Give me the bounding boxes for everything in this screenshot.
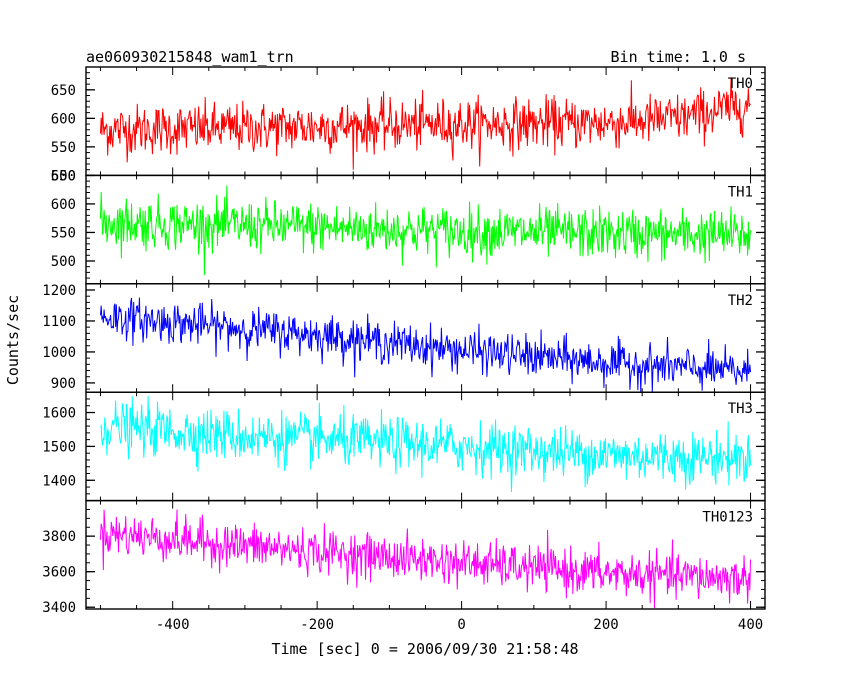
y-tick-label: 550 bbox=[51, 225, 76, 241]
panel-th3: 1400 1500 1600 TH3 bbox=[42, 391, 766, 502]
x-tick-label: 0 bbox=[457, 617, 465, 633]
panel-frame bbox=[85, 283, 766, 393]
y-tick-label: 600 bbox=[51, 197, 76, 213]
panel-th2: 900 1000 1100 1200 TH2 bbox=[42, 283, 766, 393]
series-line-th1 bbox=[99, 185, 752, 276]
panel-label-th3: TH3 bbox=[728, 401, 753, 417]
y-tick-label: 3600 bbox=[42, 565, 76, 581]
x-tick-label: 400 bbox=[738, 617, 763, 633]
series-line-th3 bbox=[100, 395, 752, 493]
y-tick-label: 3400 bbox=[42, 600, 76, 616]
panel-label-th1: TH1 bbox=[728, 184, 753, 200]
y-tick-label: 900 bbox=[51, 376, 76, 392]
y-axis-label: Counts/sec bbox=[4, 295, 22, 385]
y-tick-label: 500 bbox=[51, 254, 76, 270]
x-axis: -400 -200 0 200 400 bbox=[156, 617, 763, 633]
y-tick-label: 600 bbox=[51, 111, 76, 127]
y-tick-label: 550 bbox=[51, 140, 76, 156]
y-tick-label: 1600 bbox=[42, 406, 76, 422]
series-line-th0123 bbox=[99, 509, 752, 608]
series-line-th0 bbox=[99, 77, 751, 170]
panels: 500 550 600 650 TH0 500 550 600 650 TH1 900 1000 110… bbox=[42, 66, 766, 616]
panel-frame bbox=[85, 499, 766, 610]
x-tick-label: -200 bbox=[300, 617, 334, 633]
x-tick-label: 200 bbox=[593, 617, 618, 633]
y-tick-label: 1500 bbox=[42, 439, 76, 455]
panel-th0123: 3400 3600 3800 TH0123 bbox=[42, 499, 766, 616]
panel-label-th0123: TH0123 bbox=[702, 510, 753, 526]
panel-label-th0: TH0 bbox=[728, 76, 753, 92]
y-tick-label: 1100 bbox=[42, 314, 76, 330]
y-tick-label: 1200 bbox=[42, 283, 76, 299]
x-axis-label: Time [sec] 0 = 2006/09/30 21:58:48 bbox=[271, 640, 578, 658]
y-tick-label: 1000 bbox=[42, 345, 76, 361]
series-line-th2 bbox=[99, 297, 752, 393]
y-tick-label: 650 bbox=[51, 168, 76, 184]
y-tick-label: 500 bbox=[51, 168, 76, 184]
panel-th1: 500 550 600 650 TH1 bbox=[51, 168, 766, 285]
bin-time-label: Bin time: 1.0 s bbox=[611, 48, 746, 66]
y-tick-label: 3800 bbox=[42, 529, 76, 545]
y-tick-label: 1400 bbox=[42, 473, 76, 489]
chart-title: ae060930215848_wam1_trn bbox=[86, 48, 294, 66]
panel-label-th2: TH2 bbox=[728, 293, 753, 309]
x-tick-label: -400 bbox=[156, 617, 190, 633]
y-tick-label: 650 bbox=[51, 83, 76, 99]
panel-th0: 500 550 600 650 TH0 bbox=[51, 66, 766, 184]
